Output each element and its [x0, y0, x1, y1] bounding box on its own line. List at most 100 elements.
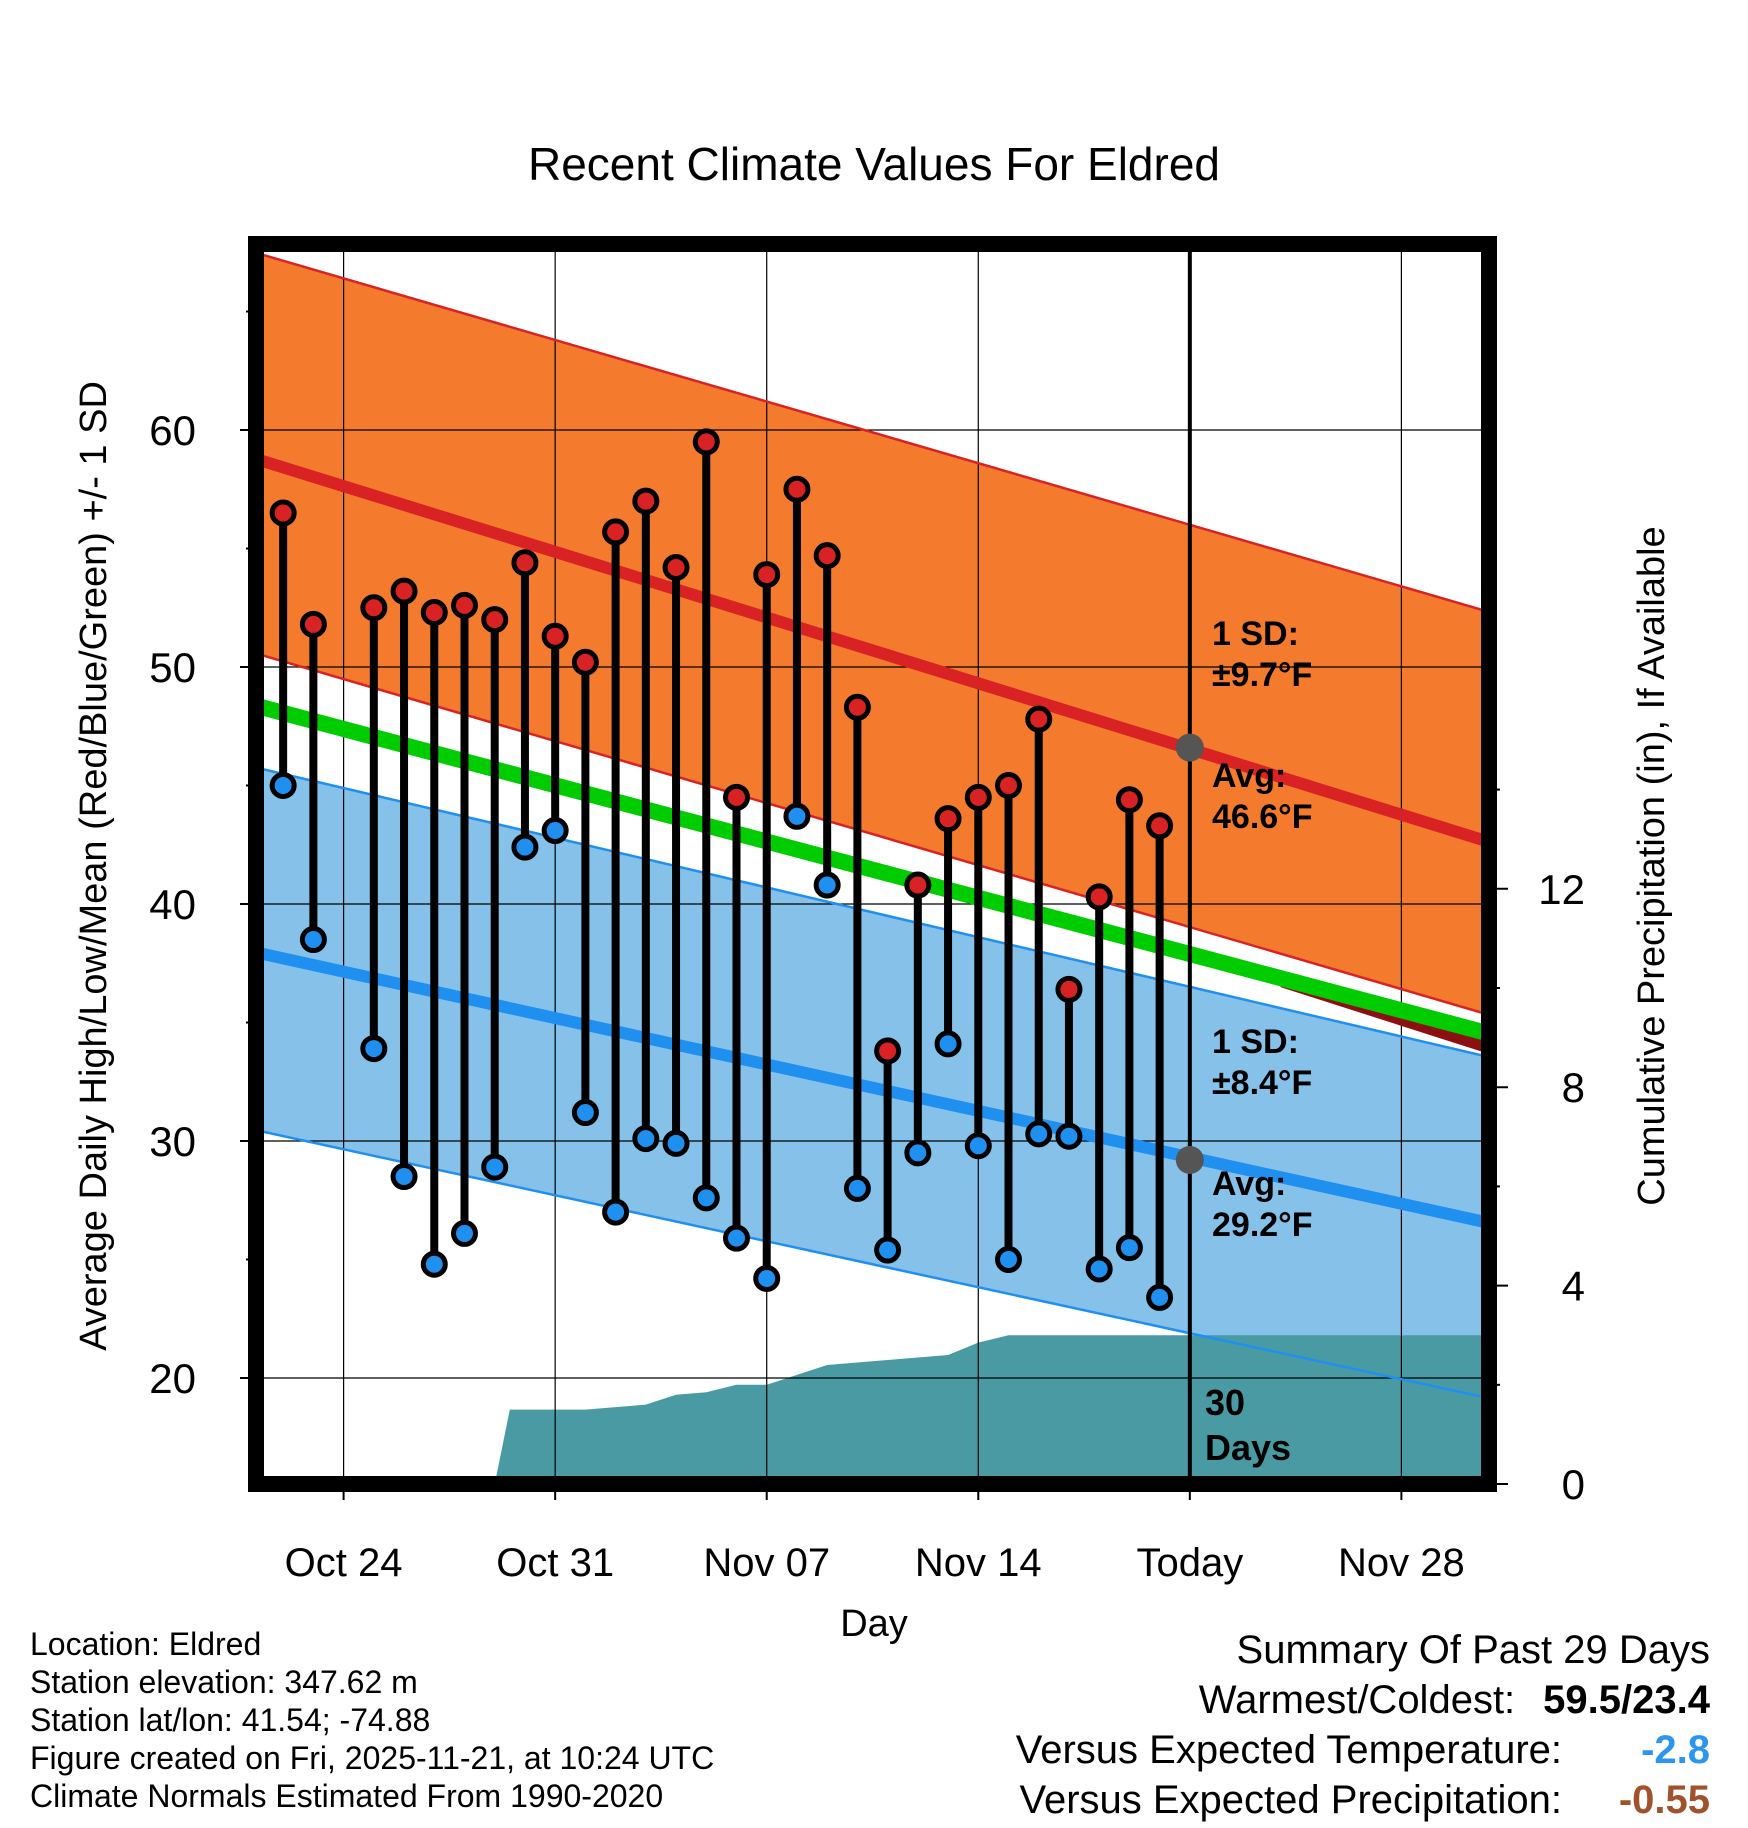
daily-high-marker — [1025, 705, 1053, 733]
x-tick-label: Nov 14 — [915, 1541, 1042, 1585]
daily-low-marker — [1055, 1122, 1083, 1150]
daily-low-marker — [450, 1219, 478, 1247]
daily-low-marker — [571, 1099, 599, 1127]
daily-low-marker — [541, 817, 569, 845]
daily-low-marker — [934, 1030, 962, 1058]
summary-warm-cold-row: Warmest/Coldest: 59.5/23.4 — [1016, 1675, 1710, 1725]
mean-line-shadow — [1280, 986, 1483, 1052]
daily-low-marker — [753, 1264, 781, 1292]
daily-low-marker — [481, 1153, 509, 1181]
daily-high-marker — [874, 1037, 902, 1065]
daily-low-marker — [1115, 1234, 1143, 1262]
daily-high-marker — [813, 542, 841, 570]
today-high-avg-marker — [1175, 733, 1204, 762]
precip-diff-label: Versus Expected Precipitation: — [1019, 1778, 1562, 1822]
daily-low-marker — [843, 1174, 871, 1202]
daily-high-marker — [1146, 812, 1174, 840]
daily-high-marker — [843, 693, 871, 721]
low-sd-value: ±8.4°F — [1212, 1064, 1312, 1102]
y-axis-label: Average Daily High/Low/Mean (Red/Blue/Gr… — [73, 381, 115, 1351]
daily-high-marker — [269, 499, 297, 527]
annotations: 1 SD: ±9.7°F Avg: 46.6°F 1 SD: ±8.4°F Av… — [1205, 615, 1313, 1468]
daily-high-marker — [481, 606, 509, 634]
climate-normals-period: Climate Normals Estimated From 1990-2020 — [30, 1778, 664, 1814]
y-tick-label: 40 — [149, 881, 196, 928]
temp-diff-label: Versus Expected Temperature: — [1015, 1728, 1562, 1772]
daily-low-marker — [269, 772, 297, 799]
low-sd-label: 1 SD: — [1212, 1023, 1299, 1061]
y-tick-label: 50 — [149, 644, 196, 691]
station-info: Location: Eldred Station elevation: 347.… — [30, 1625, 714, 1815]
daily-low-marker — [662, 1129, 690, 1157]
x-tick-label: Today — [1136, 1541, 1243, 1585]
station-latlon: Station lat/lon: 41.54; -74.88 — [30, 1702, 431, 1738]
y2-tick-label: 12 — [1538, 866, 1585, 913]
x-axis: Oct 24 Oct 31 Nov 07 Nov 14 Today Nov 28 — [285, 1484, 1465, 1585]
left-y-axis: 20 30 40 50 60 — [149, 310, 256, 1402]
daily-high-marker — [390, 577, 418, 605]
plot-frame — [248, 236, 1497, 1492]
today-low-avg-marker — [1175, 1145, 1204, 1174]
daily-high-marker — [632, 487, 660, 515]
summary-title: Summary Of Past 29 Days — [1236, 1628, 1710, 1672]
summary-temp-row: Versus Expected Temperature: -2.8 — [1016, 1725, 1710, 1775]
chart-title: Recent Climate Values For Eldred — [528, 138, 1220, 190]
daily-high-marker — [602, 518, 630, 546]
daily-low-marker — [874, 1236, 902, 1264]
high-avg-label: Avg: — [1212, 757, 1286, 795]
warm-cold-value: 59.5/23.4 — [1543, 1678, 1710, 1722]
daily-low-marker — [360, 1035, 388, 1063]
normal-high-line — [262, 455, 1483, 846]
daily-high-marker — [964, 783, 992, 811]
daily-high-marker — [360, 594, 388, 622]
daily-high-marker — [1055, 975, 1083, 1003]
high-sd-value: ±9.7°F — [1212, 656, 1312, 694]
daily-low-marker — [1085, 1255, 1113, 1283]
warm-cold-label: Warmest/Coldest: — [1198, 1678, 1516, 1722]
daily-low-marker — [964, 1132, 992, 1160]
daily-high-marker — [420, 598, 448, 626]
daily-low-marker — [722, 1224, 750, 1252]
daily-high-marker — [511, 549, 539, 577]
daily-high-marker — [753, 561, 781, 589]
daily-high-marker — [722, 783, 750, 811]
x-tick-label: Nov 07 — [703, 1541, 830, 1585]
daily-high-marker — [995, 772, 1023, 799]
high-sd-label: 1 SD: — [1212, 615, 1299, 653]
daily-high-marker — [934, 805, 962, 833]
y2-tick-label: 0 — [1562, 1461, 1585, 1508]
daily-high-marker — [299, 610, 327, 638]
x-tick-label: Oct 31 — [496, 1541, 614, 1585]
daily-high-marker — [904, 871, 932, 899]
normal-high-upper-line — [262, 253, 1483, 612]
daily-low-marker — [1025, 1120, 1053, 1148]
daily-high-marker — [783, 475, 811, 503]
daily-high-marker — [692, 428, 720, 456]
figure-created: Figure created on Fri, 2025-11-21, at 10… — [30, 1740, 715, 1776]
daily-low-marker — [602, 1198, 630, 1226]
x-tick-label: Oct 24 — [285, 1541, 403, 1585]
precip-diff-value: -0.55 — [1618, 1778, 1710, 1822]
x-tick-label: Nov 28 — [1338, 1541, 1465, 1585]
y2-tick-label: 4 — [1562, 1263, 1585, 1310]
plot-area — [262, 250, 1483, 1478]
y-tick-label: 30 — [149, 1118, 196, 1165]
low-avg-value: 29.2°F — [1212, 1206, 1313, 1244]
daily-low-marker — [632, 1125, 660, 1153]
station-elevation: Station elevation: 347.62 m — [30, 1664, 418, 1700]
high-avg-value: 46.6°F — [1212, 798, 1313, 836]
daily-low-marker — [390, 1163, 418, 1191]
temp-diff-value: -2.8 — [1641, 1728, 1710, 1772]
daily-low-marker — [904, 1139, 932, 1167]
cumulative-precipitation-area — [495, 1335, 1483, 1478]
summary-panel: Summary Of Past 29 Days Warmest/Coldest:… — [1016, 1625, 1710, 1825]
daily-low-marker — [511, 833, 539, 861]
daily-low-marker — [692, 1184, 720, 1212]
y2-axis-label: Cumulative Precipitation (in), If Availa… — [1631, 526, 1673, 1205]
daily-high-marker — [1115, 786, 1143, 814]
daily-low-marker — [995, 1246, 1023, 1273]
low-avg-label: Avg: — [1212, 1165, 1286, 1203]
daily-low-marker — [783, 802, 811, 830]
summary-precip-row: Versus Expected Precipitation: -0.55 — [1016, 1775, 1710, 1825]
